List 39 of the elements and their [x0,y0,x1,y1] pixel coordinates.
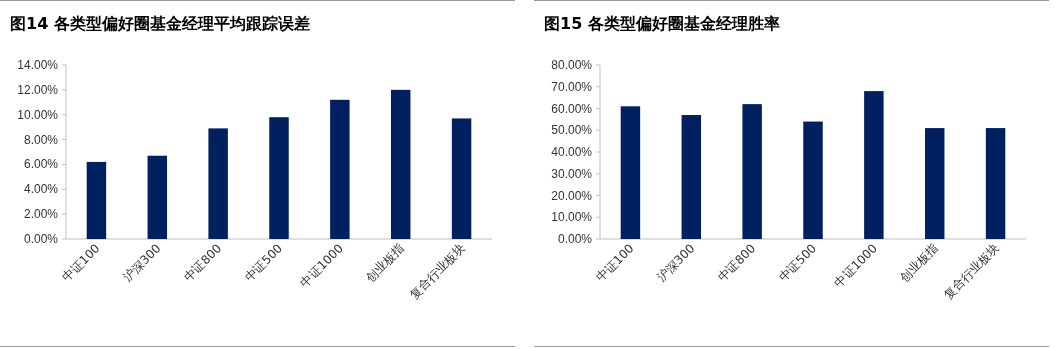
y-tick-label: 40.00% [551,145,593,159]
bar [864,91,884,239]
bar [86,161,107,239]
y-tick-label: 0.00% [557,232,593,246]
y-tick-label: 10.00% [551,210,593,225]
bar [924,128,945,239]
y-tick-label: 50.00% [551,123,593,138]
chart-title: 图14 各类型偏好圈基金经理平均跟踪误差 [10,14,310,35]
y-tick-label: 80.00% [551,58,593,72]
x-tick-label: 创业板指 [362,241,407,286]
bar [269,117,289,239]
x-tick-label: 复合行业板块 [940,241,1002,303]
bar [330,99,350,239]
bar [620,106,641,239]
y-tick-label: 0.00% [23,232,59,246]
chart-title: 图15 各类型偏好圈基金经理胜率 [544,14,780,35]
y-tick-label: 2.00% [23,207,59,222]
y-tick-label: 30.00% [551,166,593,181]
bar [451,118,472,239]
y-tick-label: 20.00% [551,188,593,203]
bar [985,128,1006,239]
bar [208,128,228,239]
x-tick-label: 创业板指 [896,241,941,286]
y-tick-label: 14.00% [17,58,59,72]
bar [681,115,702,239]
y-tick-label: 4.00% [23,182,59,197]
bar [147,155,168,239]
y-tick-label: 6.00% [23,157,59,172]
bar [390,89,411,239]
x-tick-label: 中证800 [715,241,759,285]
x-tick-label: 复合行业板块 [406,241,468,303]
x-tick-label: 中证800 [181,241,225,285]
y-tick-label: 70.00% [551,79,593,94]
y-tick-label: 12.00% [17,82,59,97]
bar [742,104,762,239]
y-tick-label: 60.00% [551,101,593,116]
y-tick-label: 10.00% [17,107,59,122]
y-tick-label: 8.00% [23,132,59,147]
bar [803,121,823,239]
